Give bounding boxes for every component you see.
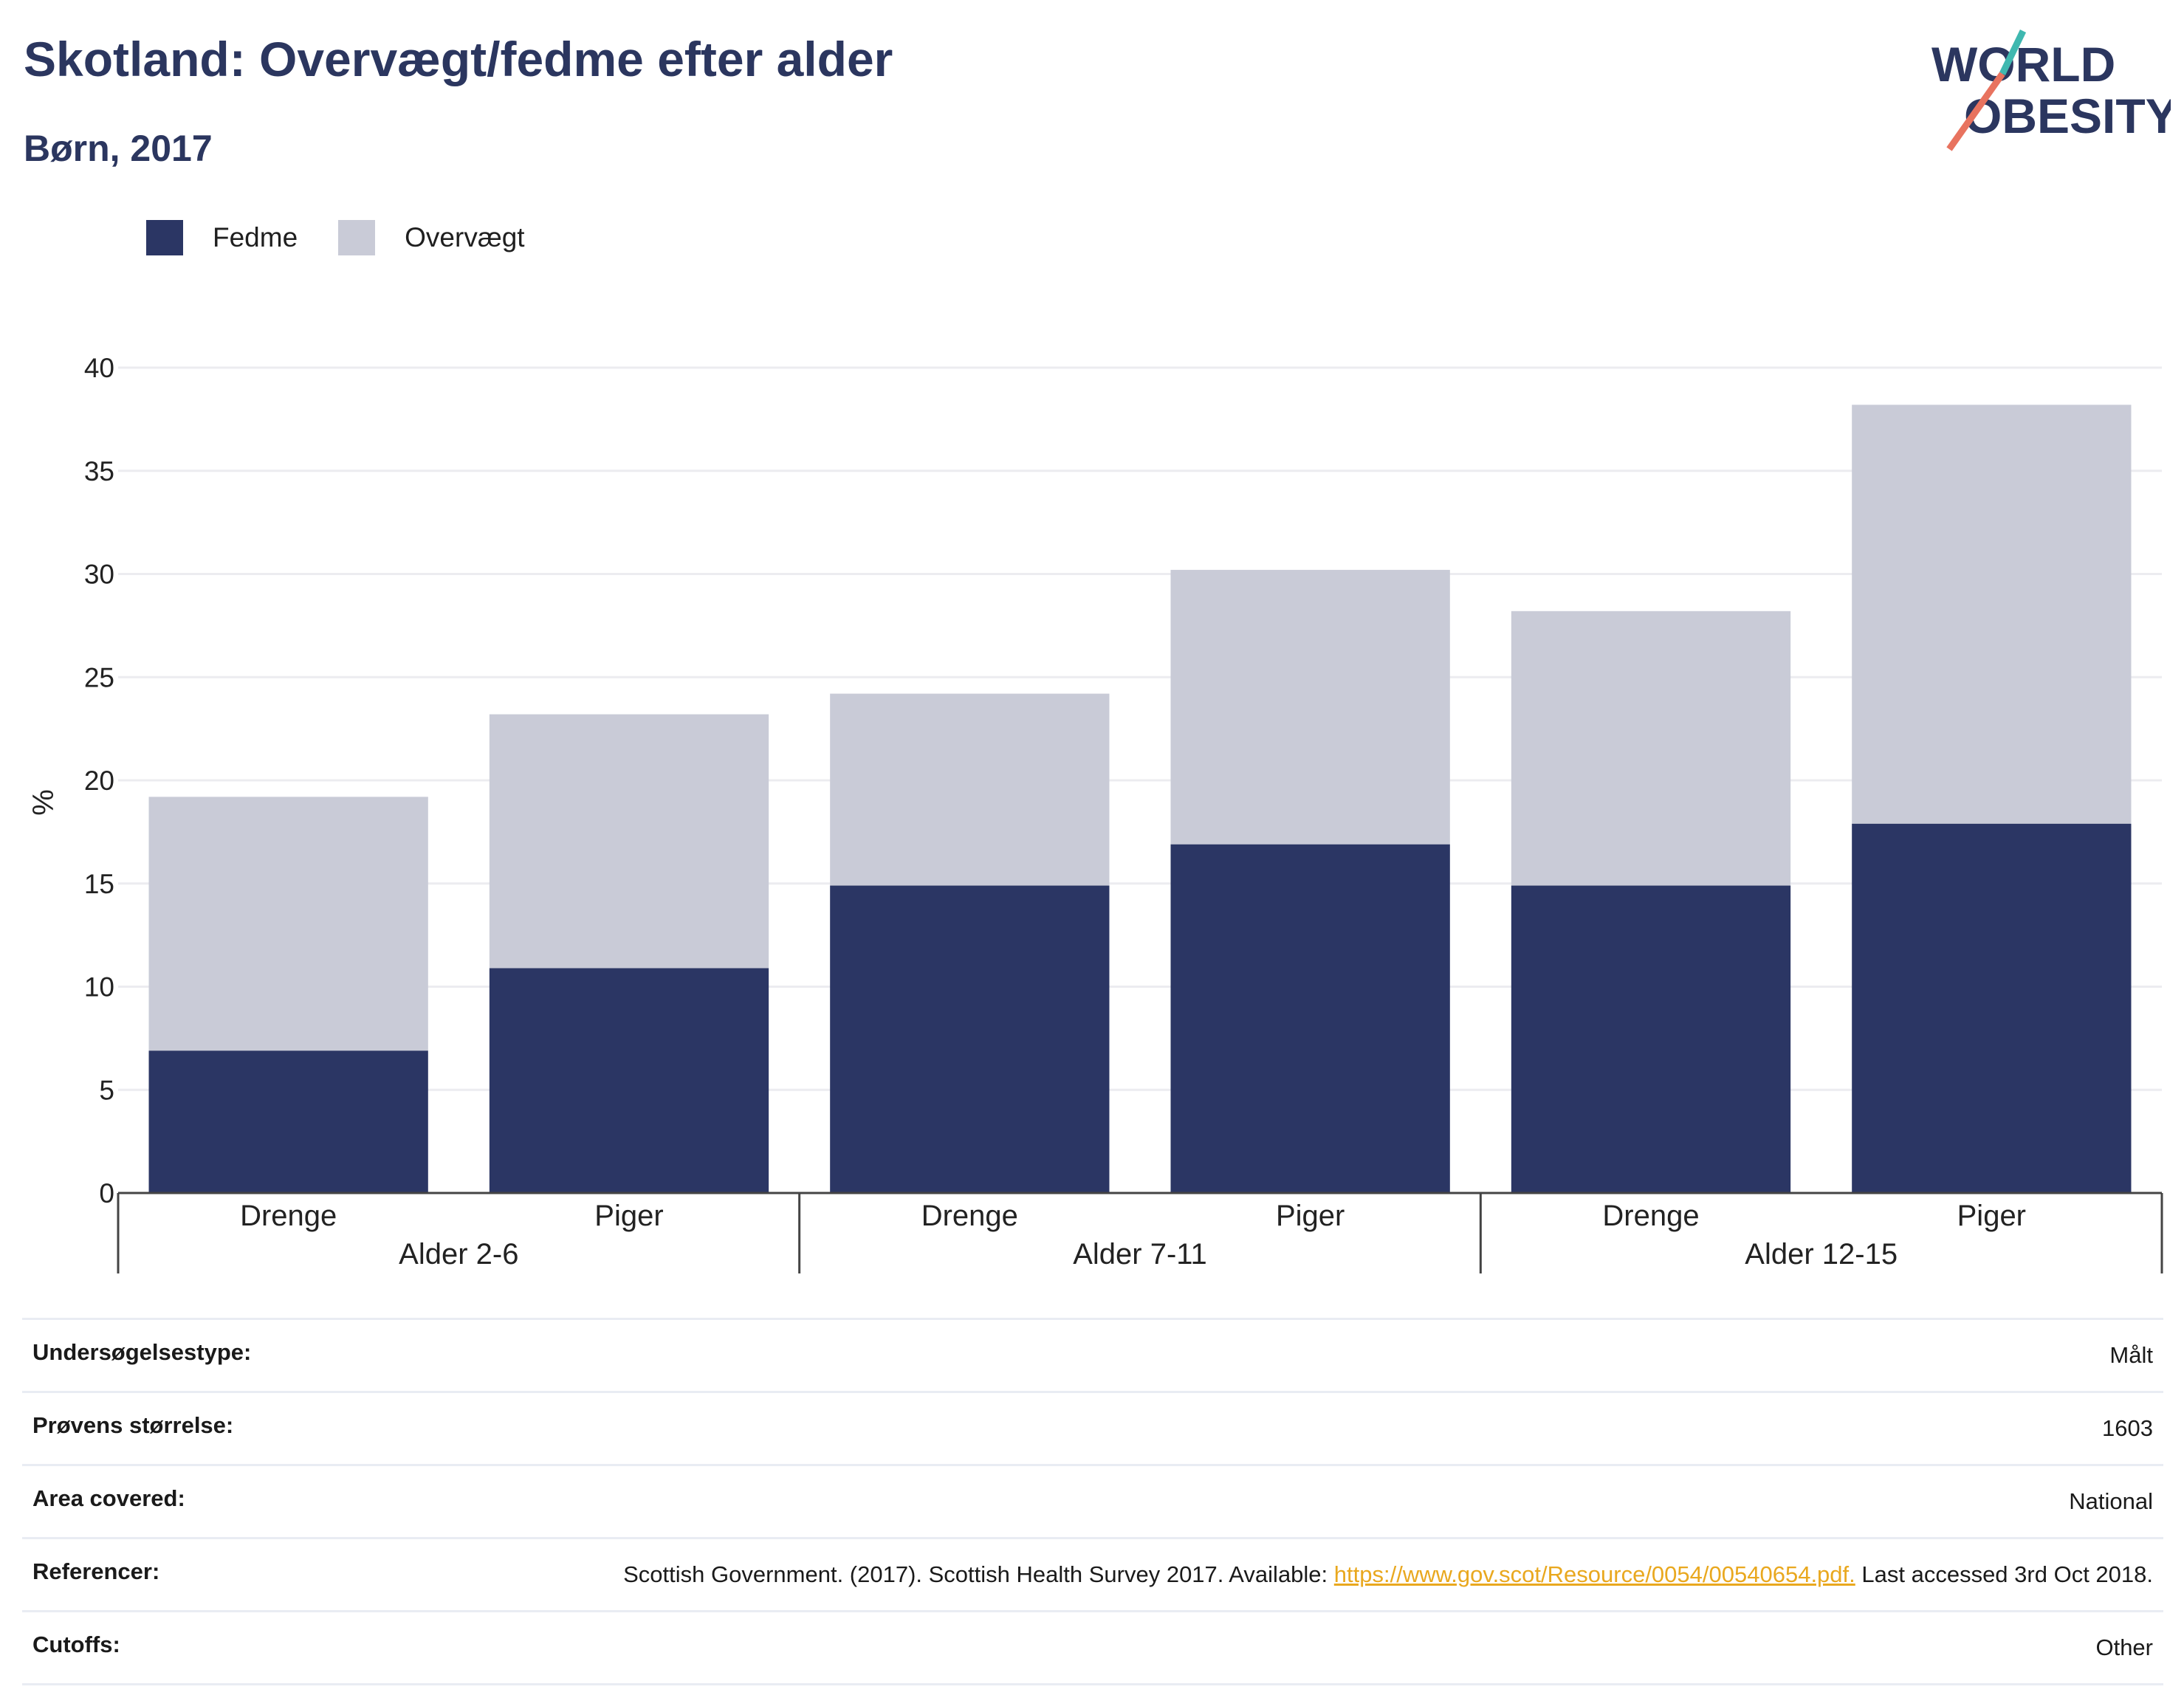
- reference-text: Scottish Government. (2017). Scottish He…: [623, 1558, 2153, 1591]
- x-tick-label: Piger: [1957, 1200, 2026, 1232]
- bar-fedme: [1170, 844, 1450, 1193]
- bar-fedme: [148, 1051, 428, 1193]
- page-title: Skotland: Overvægt/fedme efter alder: [24, 32, 893, 86]
- info-label: Cutoffs:: [32, 1632, 120, 1657]
- info-row-area: Area covered: National: [22, 1464, 2163, 1537]
- y-tick-label: 40: [84, 353, 114, 383]
- bar-fedme: [489, 968, 769, 1193]
- info-row-cutoffs: Cutoffs: Other: [22, 1610, 2163, 1685]
- reference-text-after: Last accessed 3rd Oct 2018.: [1855, 1561, 2153, 1587]
- info-row-references: Referencer: Scottish Government. (2017).…: [22, 1537, 2163, 1610]
- y-tick-label: 30: [84, 560, 114, 590]
- x-tick-label: Drenge: [1602, 1200, 1699, 1232]
- y-tick-label: 0: [99, 1178, 114, 1208]
- info-label: Referencer:: [32, 1558, 160, 1584]
- bar-fedme: [1852, 823, 2132, 1193]
- y-axis-label: %: [27, 789, 60, 816]
- x-group-label: Alder 2-6: [399, 1238, 518, 1271]
- logo-slash-coral: [1946, 72, 2005, 151]
- info-label: Undersøgelsestype:: [32, 1339, 252, 1365]
- reference-link[interactable]: https://www.gov.scot/Resource/0054/00540…: [1333, 1561, 1855, 1587]
- legend-item-fedme[interactable]: Fedme: [146, 220, 298, 255]
- y-tick-label: 35: [84, 456, 114, 487]
- info-value: Other: [2095, 1634, 2153, 1660]
- reference-text-before: Scottish Government. (2017). Scottish He…: [623, 1561, 1334, 1587]
- info-value: 1603: [2102, 1415, 2153, 1441]
- info-label: Prøvens størrelse:: [32, 1412, 234, 1438]
- x-tick-label: Piger: [594, 1200, 663, 1232]
- page-subtitle: Børn, 2017: [24, 128, 213, 169]
- survey-info-table: Undersøgelsestype: Målt Prøvens størrels…: [22, 1318, 2163, 1685]
- x-tick-label: Piger: [1276, 1200, 1345, 1232]
- bar-fedme: [830, 885, 1110, 1193]
- bar-overvaegt: [830, 693, 1110, 886]
- info-value: National: [2069, 1488, 2153, 1514]
- bar-overvaegt: [1852, 405, 2132, 824]
- info-label: Area covered:: [32, 1485, 185, 1511]
- logo-slash-teal: [1999, 30, 2027, 75]
- x-tick-label: Drenge: [921, 1200, 1018, 1232]
- y-tick-label: 10: [84, 972, 114, 1003]
- bar-overvaegt: [1170, 569, 1450, 845]
- legend-swatch-overvaegt: [338, 220, 376, 255]
- x-group-label: Alder 12-15: [1745, 1238, 1898, 1271]
- world-obesity-logo: WORLD OBESITY: [1931, 30, 2171, 151]
- info-row-survey-type: Undersøgelsestype: Målt: [22, 1318, 2163, 1391]
- x-group-label: Alder 7-11: [1073, 1238, 1207, 1271]
- y-tick-label: 5: [99, 1075, 114, 1105]
- legend-label-fedme: Fedme: [213, 222, 298, 252]
- logo-line-2: OBESITY: [1964, 89, 2171, 143]
- info-row-sample-size: Prøvens størrelse: 1603: [22, 1391, 2163, 1464]
- bar-fedme: [1511, 885, 1791, 1193]
- y-tick-label: 15: [84, 869, 114, 899]
- bar-overvaegt: [1511, 611, 1791, 886]
- legend-item-overvaegt[interactable]: Overvægt: [338, 220, 525, 255]
- bar-overvaegt: [148, 797, 428, 1051]
- bar-overvaegt: [489, 714, 769, 969]
- info-value: Målt: [2109, 1342, 2153, 1368]
- y-tick-label: 20: [84, 766, 114, 796]
- legend-swatch-fedme: [146, 220, 183, 255]
- logo-line-1: WORLD: [1931, 37, 2115, 92]
- x-tick-label: Drenge: [240, 1200, 337, 1232]
- legend-label-overvaegt: Overvægt: [405, 222, 525, 252]
- stacked-bar-chart: 0 5 10 15 20 25 30 35 40% Drenge Piger Drenge Piger D…: [27, 353, 2163, 1273]
- chart-legend: Fedme Overvægt: [146, 220, 566, 255]
- y-tick-label: 25: [84, 662, 114, 692]
